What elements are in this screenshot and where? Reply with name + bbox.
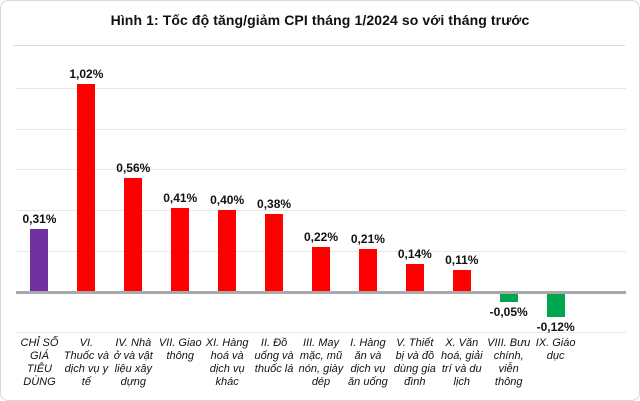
bar-6 bbox=[265, 214, 284, 293]
x-tick-label: II. Đồ uống và thuốc lá bbox=[254, 337, 294, 375]
value-label: 0,38% bbox=[257, 197, 292, 212]
gridline bbox=[16, 332, 626, 333]
gridline bbox=[16, 87, 626, 89]
x-tick-label: X. Văn hoá, giải trí và du lịch bbox=[440, 337, 483, 388]
value-label: 0,11% bbox=[445, 252, 479, 267]
bar-8 bbox=[358, 249, 377, 293]
gridline bbox=[16, 128, 626, 130]
value-label: 0,14% bbox=[397, 246, 432, 261]
bar-1 bbox=[30, 228, 49, 293]
x-tick-label: VII. Giao thông bbox=[158, 337, 202, 362]
bar-5 bbox=[218, 210, 237, 293]
x-tick-label: III. May mặc, mũ nón, giày dép bbox=[298, 337, 344, 388]
x-tick-label: XI. Hàng hoá và dịch vụ khác bbox=[205, 337, 249, 388]
value-label: 1,02% bbox=[69, 66, 104, 81]
bar-4 bbox=[171, 208, 190, 293]
x-tick-label: VI. Thuốc và dịch vụ y tế bbox=[63, 337, 109, 388]
bar-10 bbox=[452, 269, 471, 293]
value-label: -0,05% bbox=[489, 305, 528, 320]
gridline bbox=[16, 210, 626, 212]
x-tick-label: VIII. Bưu chính, viễn thông bbox=[487, 337, 531, 388]
plot-area: 0,31% 1,02% 0,56% 0,41% 0,40% 0,38% 0,22% 0,21%… bbox=[16, 53, 626, 334]
value-label: -0,12% bbox=[536, 319, 575, 334]
x-tick-label: IX. Giáo dục bbox=[535, 337, 576, 362]
bar-9 bbox=[405, 263, 424, 293]
bar-11 bbox=[499, 292, 518, 303]
chart-title: Hình 1: Tốc độ tăng/giảm CPI tháng 1/202… bbox=[110, 12, 530, 28]
x-tick-label: V. Thiết bị và đồ dùng gia đình bbox=[393, 337, 436, 388]
x-tick-label: CHỈ SỐ GIÁ TIÊU DÙNG bbox=[20, 337, 59, 388]
zero-axis-line bbox=[16, 290, 626, 294]
title-divider bbox=[13, 45, 625, 46]
value-label: 0,41% bbox=[163, 191, 198, 206]
value-label: 0,21% bbox=[350, 232, 385, 247]
gridline bbox=[16, 169, 626, 171]
x-tick-label: IV. Nhà ở và vật liệu xây dựng bbox=[113, 337, 153, 388]
value-label: 0,56% bbox=[116, 160, 151, 175]
bar-2 bbox=[77, 83, 96, 293]
value-label: 0,31% bbox=[22, 211, 57, 226]
bar-3 bbox=[124, 177, 143, 293]
bar-7 bbox=[312, 247, 330, 293]
x-axis-labels: CHỈ SỐ GIÁ TIÊU DÙNG VI. Thuốc và dịch vụ… bbox=[16, 337, 626, 397]
value-label: 0,40% bbox=[210, 193, 245, 208]
x-tick-label: I. Hàng ăn và dịch vụ ăn uống bbox=[348, 337, 388, 388]
value-label: 0,22% bbox=[303, 230, 339, 245]
bar-12 bbox=[546, 292, 565, 317]
